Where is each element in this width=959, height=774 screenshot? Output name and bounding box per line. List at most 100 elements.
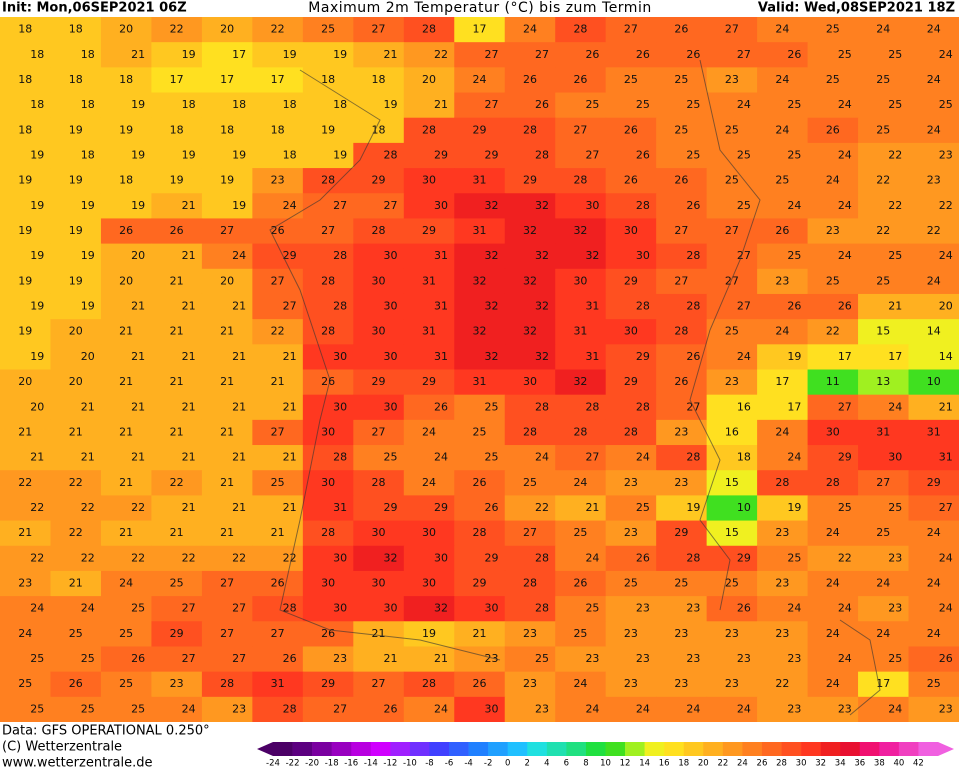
temperature-label: 26 [535, 98, 549, 111]
temperature-label: 21 [384, 652, 398, 665]
temperature-label: 31 [927, 425, 941, 438]
temperature-cell [100, 168, 152, 194]
temperature-label: 25 [131, 602, 145, 615]
temperature-cell [706, 495, 758, 522]
temperature-label: 25 [30, 702, 44, 715]
temperature-cell [0, 117, 51, 144]
temperature-cell [504, 168, 556, 194]
temperature-cell [454, 696, 506, 723]
temperature-cell [50, 243, 102, 270]
temperature-cell [151, 268, 203, 295]
temperature-label: 28 [523, 123, 537, 136]
temperature-label: 18 [283, 98, 297, 111]
temperature-cell [656, 193, 708, 219]
colorbar-label: 4 [544, 759, 549, 769]
temperature-label: 31 [271, 677, 285, 690]
temperature-cell [302, 470, 354, 496]
temperature-label: 23 [18, 577, 32, 590]
temperature-cell [706, 92, 758, 119]
temperature-cell [100, 671, 152, 698]
temperature-cell [555, 545, 607, 572]
temperature-cell [706, 570, 758, 597]
temperature-label: 19 [321, 123, 335, 136]
temperature-cell [353, 369, 405, 396]
temperature-label: 28 [686, 249, 700, 262]
temperature-label: 19 [384, 98, 398, 111]
temperature-label: 25 [725, 174, 739, 187]
temperature-label: 27 [372, 677, 386, 690]
temperature-label: 19 [131, 98, 145, 111]
temperature-label: 31 [473, 174, 487, 187]
temperature-label: 30 [321, 476, 335, 489]
temperature-label: 23 [624, 476, 638, 489]
temperature-label: 26 [636, 148, 650, 161]
temperature-label: 25 [775, 174, 789, 187]
colorbar-box [390, 742, 411, 756]
temperature-label: 19 [131, 199, 145, 212]
temperature-label: 23 [523, 627, 537, 640]
temperature-label: 27 [232, 652, 246, 665]
temperature-cell [858, 293, 910, 320]
temperature-cell [807, 92, 859, 119]
temperature-label: 26 [473, 677, 487, 690]
temperature-label: 27 [271, 627, 285, 640]
temperature-label: 26 [939, 652, 953, 665]
temperature-label: 25 [725, 123, 739, 136]
colorbar-box [468, 742, 489, 756]
temperature-label: 24 [636, 702, 650, 715]
temperature-label: 19 [333, 148, 347, 161]
colorbar-box [742, 742, 763, 756]
valid-time: Valid: Wed,08SEP2021 18Z [758, 1, 955, 16]
temperature-cell [605, 596, 657, 622]
temperature-label: 27 [725, 23, 739, 36]
temperature-label: 25 [876, 123, 890, 136]
temperature-label: 23 [826, 224, 840, 237]
temperature-cell [555, 67, 607, 94]
temperature-cell [403, 344, 455, 370]
temperature-cell [757, 193, 809, 219]
colorbar-label: -16 [344, 759, 358, 769]
temperature-cell [50, 92, 102, 119]
temperature-label: 28 [535, 602, 549, 615]
temperature-cell [858, 646, 910, 673]
temperature-cell [605, 545, 657, 572]
temperature-cell [0, 92, 51, 119]
temperature-cell [656, 394, 708, 421]
colorbar-box [820, 742, 841, 756]
temperature-label: 32 [573, 375, 587, 388]
temperature-label: 24 [927, 73, 941, 86]
temperature-cell [100, 596, 152, 622]
temperature-label: 18 [372, 73, 386, 86]
temperature-label: 30 [333, 551, 347, 564]
temperature-label: 32 [573, 224, 587, 237]
temperature-label: 27 [737, 300, 751, 313]
temperature-cell [555, 369, 607, 396]
temperature-label: 21 [30, 451, 44, 464]
temperature-label: 30 [384, 249, 398, 262]
temperature-cell [403, 495, 455, 522]
temperature-cell [201, 369, 253, 396]
temperature-cell [302, 268, 354, 295]
temperature-cell [605, 42, 657, 68]
temperature-cell [50, 445, 102, 471]
temperature-cell [302, 394, 354, 421]
temperature-cell [252, 369, 304, 396]
temperature-cell [50, 520, 102, 547]
temperature-cell [302, 218, 354, 245]
temperature-label: 19 [686, 501, 700, 514]
temperature-cell [151, 696, 203, 723]
temperature-label: 29 [485, 148, 499, 161]
temperature-label: 26 [485, 501, 499, 514]
temperature-label: 21 [170, 425, 184, 438]
temperature-cell [201, 92, 253, 119]
temperature-label: 25 [636, 501, 650, 514]
temperature-cell [252, 42, 304, 68]
temperature-label: 25 [787, 551, 801, 564]
temperature-cell [706, 520, 758, 547]
temperature-cell [656, 17, 708, 43]
temperature-label: 25 [636, 98, 650, 111]
temperature-label: 24 [585, 551, 599, 564]
borders [269, 59, 881, 716]
temperature-cell [50, 394, 102, 421]
temperature-cell [151, 520, 203, 547]
